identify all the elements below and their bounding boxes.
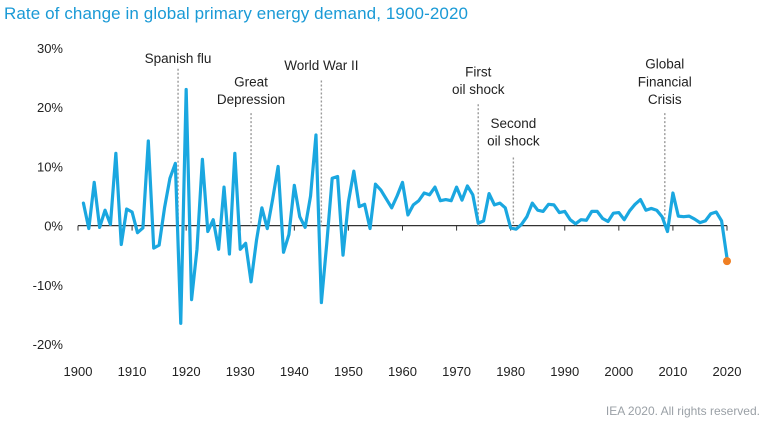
x-tick-label: 2020	[713, 364, 742, 379]
x-tick-label: 2000	[604, 364, 633, 379]
event-annotations: Spanish flu Great Depression World War II Fi…	[145, 51, 692, 226]
x-tick-label: 1950	[334, 364, 363, 379]
annotation-label: Spanish flu	[145, 51, 212, 66]
x-tick-label: 1940	[280, 364, 309, 379]
annotation-label: Global	[645, 57, 684, 72]
x-tick-label: 1900	[64, 364, 93, 379]
y-tick-label: 30%	[37, 41, 63, 56]
x-tick-label: 1990	[550, 364, 579, 379]
x-tick-label: 1960	[388, 364, 417, 379]
x-tick-label: 2010	[658, 364, 687, 379]
y-tick-label: 0%	[44, 219, 63, 234]
annotation-label: First	[465, 64, 491, 79]
x-tick-label: 1980	[496, 364, 525, 379]
annotation-label: Financial	[638, 74, 692, 89]
x-axis: 1900 1910 1920 1930 1940 1950 1960 1970 1980 1990…	[64, 225, 742, 379]
annotation-label: World War II	[284, 58, 358, 73]
annotation-label: oil shock	[487, 134, 540, 149]
chart-title: Rate of change in global primary energy …	[4, 4, 469, 23]
y-tick-label: -10%	[33, 278, 64, 293]
annotation-label: Depression	[217, 92, 285, 107]
annotation-label: Second	[490, 116, 536, 131]
y-tick-label: 20%	[37, 100, 63, 115]
annotation-label: Crisis	[648, 92, 682, 107]
series-line-energy-demand	[81, 87, 729, 325]
y-axis: -20% -10% 0% 10% 20% 30%	[33, 41, 64, 352]
x-tick-label: 1910	[118, 364, 147, 379]
credit-note: IEA 2020. All rights reserved.	[605, 404, 760, 418]
y-tick-label: 10%	[37, 159, 63, 174]
estimate-point-2020	[723, 257, 731, 266]
y-tick-label: -20%	[33, 337, 64, 352]
x-tick-label: 1970	[442, 364, 471, 379]
annotation-label: Great	[234, 74, 268, 89]
x-tick-label: 1920	[172, 364, 201, 379]
x-tick-label: 1930	[226, 364, 255, 379]
annotation-label: oil shock	[452, 82, 505, 97]
